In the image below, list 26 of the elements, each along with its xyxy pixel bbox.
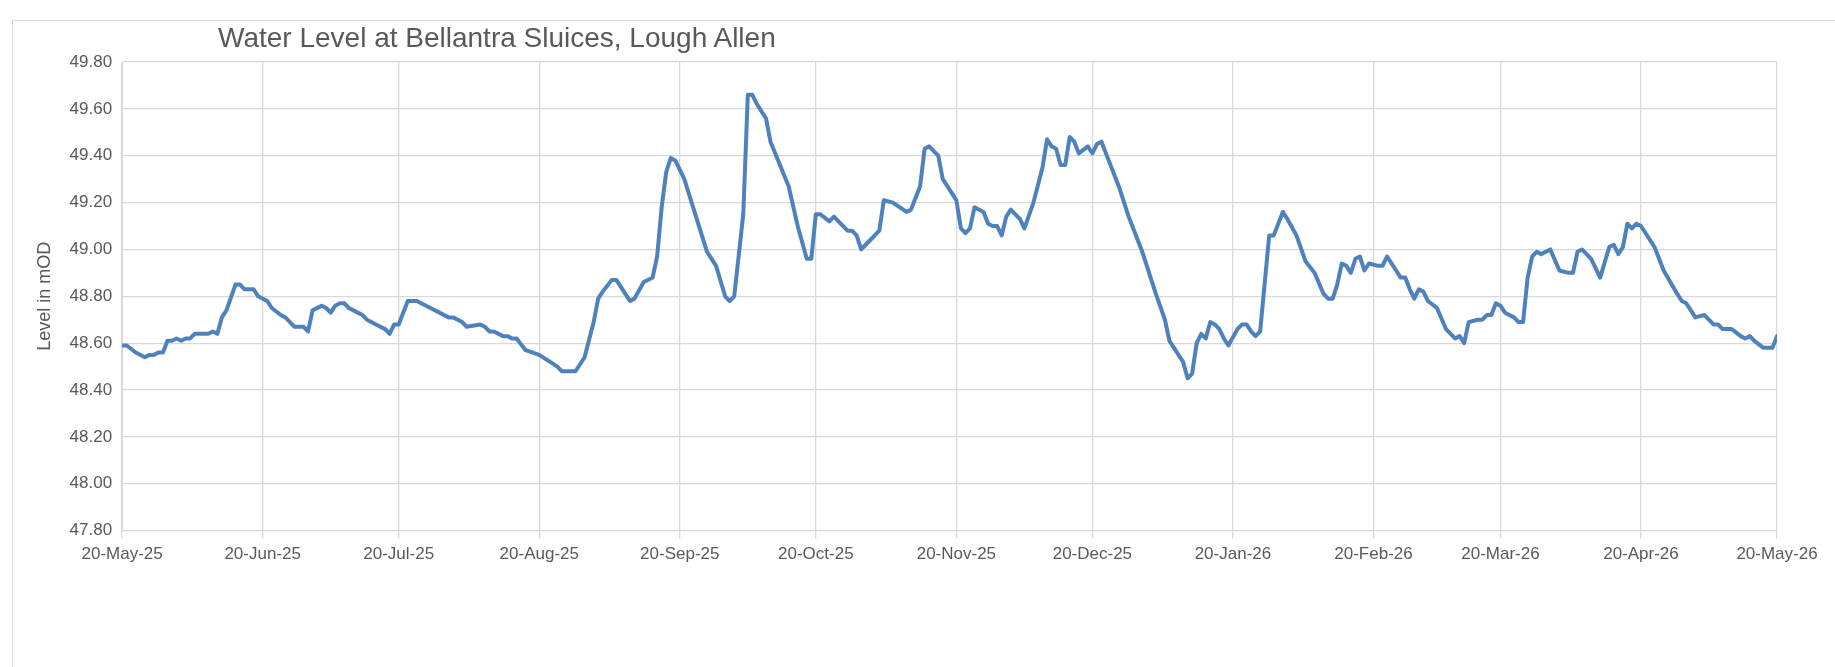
x-tick-label: 20-Jul-25 — [363, 544, 435, 564]
x-tick-label: 20-Jan-26 — [1194, 544, 1272, 564]
x-tick-label: 20-Mar-26 — [1461, 544, 1540, 564]
x-tick-label: 20-Dec-25 — [1052, 544, 1133, 564]
y-axis-title: Level in mOD — [33, 241, 54, 351]
x-tick-label: 20-Jun-25 — [224, 544, 301, 564]
y-tick-label: 47.80 — [69, 520, 113, 540]
y-tick-label: 48.60 — [69, 332, 113, 352]
y-tick-label: 49.60 — [69, 98, 113, 118]
x-tick-label: 20-Aug-25 — [499, 544, 579, 564]
y-tick-label: 48.40 — [69, 379, 113, 399]
x-tick-label: 20-Sep-25 — [640, 544, 720, 564]
chart-title: Water Level at Bellantra Sluices, Lough Allen — [218, 22, 776, 54]
y-tick-label: 49.40 — [69, 145, 113, 165]
y-tick-label: 48.80 — [69, 285, 113, 305]
x-tick-label: 20-May-25 — [81, 544, 163, 564]
x-tick-label: 20-May-26 — [1736, 544, 1818, 564]
x-tick-label: 20-Feb-26 — [1334, 544, 1413, 564]
y-tick-label: 49.20 — [69, 192, 113, 212]
y-tick-label: 49.80 — [69, 51, 113, 71]
x-tick-label: 20-Nov-25 — [916, 544, 997, 564]
x-tick-label: 20-Apr-26 — [1603, 544, 1679, 564]
x-tick-label: 20-Oct-25 — [778, 544, 854, 564]
y-tick-label: 49.00 — [69, 239, 113, 259]
y-tick-label: 48.00 — [69, 473, 113, 493]
y-tick-label: 48.20 — [69, 426, 113, 446]
